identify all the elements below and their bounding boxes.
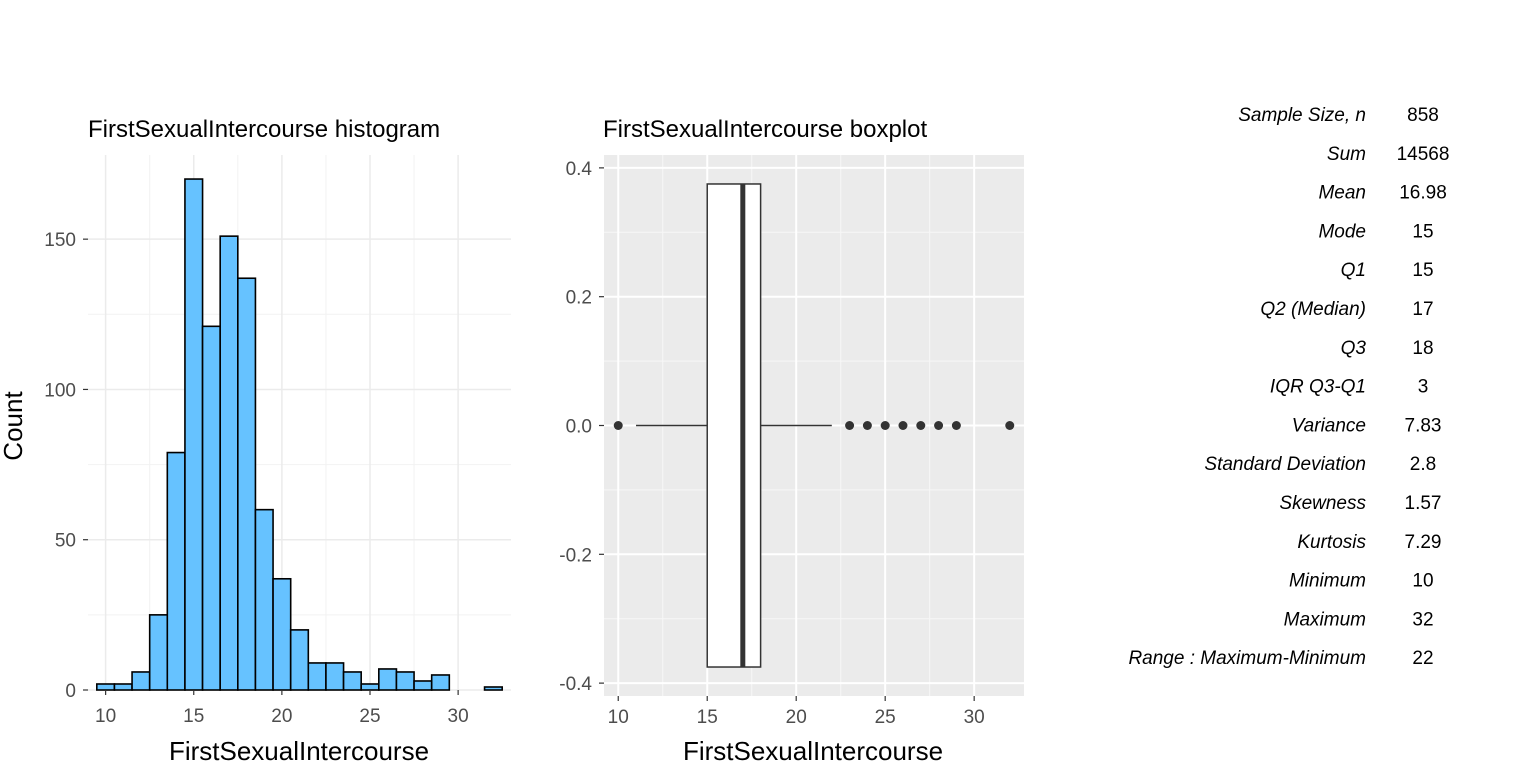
boxplot-y-tick-label: 0.0 — [566, 417, 592, 438]
histogram-x-ticks: 10 15 20 25 30 — [95, 690, 469, 727]
histogram-y-tick-label: 150 — [44, 230, 76, 251]
histogram-bar — [413, 680, 433, 691]
stat-value: 10 — [1412, 571, 1433, 592]
histogram-bar — [395, 671, 415, 691]
histogram-y-tick-label: 100 — [44, 380, 76, 401]
stat-label: Q2 (Median) — [1260, 299, 1366, 320]
boxplot-x-ticks: 10 15 20 25 30 — [608, 696, 985, 728]
stat-value: 18 — [1412, 338, 1433, 359]
histogram-title: FirstSexualIntercourse histogram — [88, 116, 440, 143]
histogram-bar — [131, 671, 151, 691]
boxplot-x-tick-label: 25 — [875, 707, 896, 728]
stat-label: Sample Size, n — [1238, 105, 1366, 126]
histogram-bars — [96, 178, 503, 691]
histogram-x-tick-label: 25 — [359, 706, 380, 727]
histogram-bar — [289, 629, 310, 691]
stat-value: 2.8 — [1410, 454, 1436, 475]
stat-label: Kurtosis — [1297, 532, 1366, 553]
boxplot-x-tick-label: 30 — [964, 707, 985, 728]
histogram-gridlines — [88, 155, 511, 691]
stat-label: Skewness — [1279, 493, 1366, 514]
boxplot-outlier-point — [880, 421, 890, 430]
stat-value: 7.29 — [1405, 532, 1442, 553]
boxplot-outlier-point — [898, 421, 908, 430]
histogram-bar — [430, 674, 451, 691]
boxplot-x-axis-title: FirstSexualIntercourse — [683, 736, 943, 766]
boxplot-x-tick-label: 15 — [697, 707, 718, 728]
stat-value: 16.98 — [1399, 183, 1447, 204]
boxplot-outlier-point — [862, 421, 872, 430]
histogram-bar — [219, 235, 239, 691]
stat-label: Variance — [1292, 415, 1366, 436]
boxplot-y-tick-label: -0.4 — [559, 674, 592, 695]
boxplot-outlier-point — [916, 421, 926, 430]
stat-value: 3 — [1418, 377, 1429, 398]
summary-statistics-table: Sample Size, n 858 Sum 14568 Mean 16.98 Mode 15… — [1128, 105, 1449, 669]
stat-value: 32 — [1412, 609, 1433, 630]
stat-label: Maximum — [1284, 609, 1366, 630]
stat-label: Sum — [1327, 144, 1366, 165]
histogram-bar — [254, 508, 274, 691]
stat-label: Standard Deviation — [1204, 454, 1366, 475]
boxplot-outlier-point — [1005, 421, 1015, 430]
stat-label: Mode — [1318, 221, 1366, 242]
histogram-bar — [96, 683, 116, 691]
histogram-bar — [148, 614, 169, 691]
stat-value: 15 — [1412, 221, 1433, 242]
boxplot-x-tick-label: 20 — [786, 707, 807, 728]
histogram-y-axis-title: Count — [0, 391, 28, 461]
histogram-x-tick-label: 15 — [183, 706, 204, 727]
stat-label: Q3 — [1341, 338, 1367, 359]
boxplot-outlier-point — [613, 421, 623, 430]
histogram-bar — [360, 683, 380, 691]
boxplot-outlier-point — [934, 421, 944, 430]
histogram-bar — [113, 683, 133, 691]
stat-label: IQR Q3-Q1 — [1270, 377, 1366, 398]
boxplot-y-tick-label: -0.2 — [559, 545, 592, 566]
stat-value: 7.83 — [1405, 415, 1442, 436]
stat-value: 22 — [1412, 648, 1433, 669]
stat-label: Minimum — [1289, 571, 1366, 592]
boxplot-panel: FirstSexualIntercourse boxplot 10 15 20 25 3… — [559, 116, 1024, 766]
histogram-x-tick-label: 30 — [448, 706, 469, 727]
histogram-y-tick-label: 0 — [65, 681, 76, 702]
boxplot-y-tick-label: 0.4 — [566, 159, 593, 180]
histogram-x-tick-label: 10 — [95, 706, 116, 727]
boxplot-outliers — [613, 421, 1015, 430]
stat-value: 17 — [1412, 299, 1433, 320]
histogram-bar — [201, 325, 221, 691]
boxplot-y-tick-label: 0.2 — [566, 288, 592, 309]
stat-label: Range : Maximum-Minimum — [1128, 648, 1366, 669]
histogram-bar — [342, 671, 362, 691]
histogram-bar — [184, 178, 204, 691]
histogram-x-tick-label: 20 — [271, 706, 292, 727]
histogram-bar — [237, 277, 257, 691]
boxplot-title: FirstSexualIntercourse boxplot — [603, 116, 927, 143]
stat-label: Mean — [1318, 183, 1366, 204]
boxplot-outlier-point — [951, 421, 961, 430]
histogram-bar — [378, 668, 398, 691]
boxplot-box — [636, 183, 832, 668]
boxplot-y-ticks: -0.4 -0.2 0.0 0.2 0.4 — [559, 159, 604, 695]
histogram-y-ticks: 0 50 100 150 — [44, 230, 88, 702]
histogram-x-axis-title: FirstSexualIntercourse — [169, 736, 429, 766]
histogram-bar — [166, 451, 186, 691]
stat-value: 14568 — [1397, 144, 1450, 165]
stat-value: 1.57 — [1405, 493, 1442, 514]
boxplot-x-tick-label: 10 — [608, 707, 629, 728]
histogram-bar — [272, 577, 292, 691]
histogram-panel: FirstSexualIntercourse histogram 10 15 20 2… — [0, 116, 511, 766]
stat-label: Q1 — [1341, 260, 1366, 281]
boxplot-outlier-point — [845, 421, 855, 430]
boxplot-iqr-box — [706, 183, 762, 668]
stat-value: 858 — [1407, 105, 1439, 126]
histogram-bar — [325, 662, 345, 691]
histogram-y-tick-label: 50 — [55, 531, 76, 552]
histogram-bar — [307, 662, 327, 691]
stat-value: 15 — [1412, 260, 1433, 281]
histogram-bar — [483, 686, 503, 691]
